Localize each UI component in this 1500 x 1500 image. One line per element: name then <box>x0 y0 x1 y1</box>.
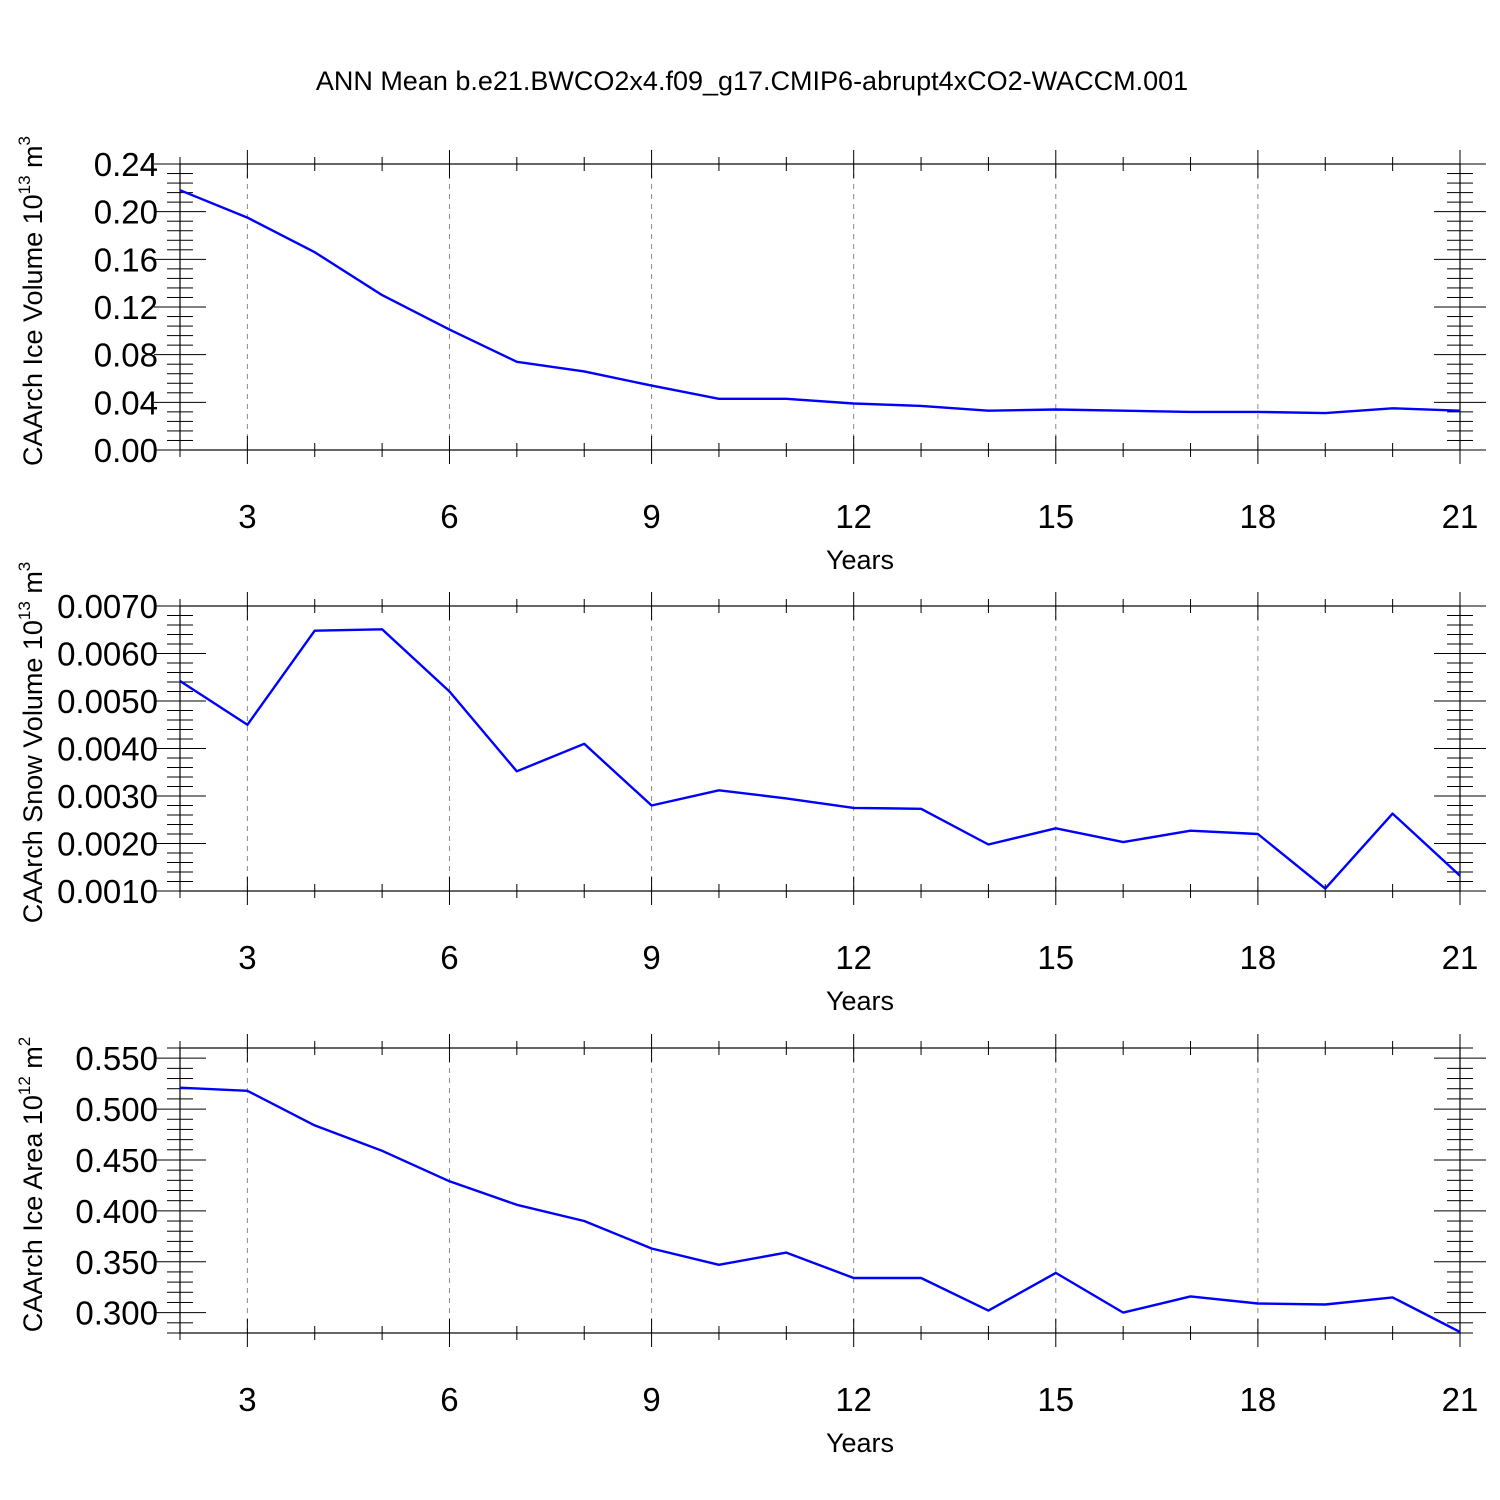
x-tick-label: 3 <box>238 498 256 535</box>
x-tick-label: 6 <box>440 1381 458 1418</box>
y-axis-label: CAArch Ice Volume 1013 m3 <box>15 136 48 466</box>
y-tick-label: 0.0020 <box>57 826 158 863</box>
y-tick-label: 0.00 <box>94 432 158 469</box>
x-tick-label: 21 <box>1442 939 1479 976</box>
x-tick-label: 6 <box>440 498 458 535</box>
series-line-snow-volume <box>179 628 1461 890</box>
y-axis-label-unit-exponent: 3 <box>15 136 34 145</box>
y-axis-label-unit-exponent: 3 <box>15 562 34 571</box>
y-tick-label: 0.0030 <box>57 778 158 815</box>
y-axis-label-unit: m <box>18 1046 48 1076</box>
x-tick-label: 12 <box>835 498 872 535</box>
x-tick-label: 3 <box>238 1381 256 1418</box>
y-axis-label: CAArch Ice Area 1012 m2 <box>15 1037 48 1333</box>
y-axis-label-exponent: 12 <box>15 1076 34 1095</box>
x-axis-label: Years <box>826 1428 894 1458</box>
y-tick-label: 0.450 <box>75 1142 158 1179</box>
x-tick-label: 21 <box>1442 1381 1479 1418</box>
y-tick-label: 0.0010 <box>57 873 158 910</box>
y-tick-label: 0.0070 <box>57 588 158 625</box>
panel-ice-area: 3 6 9 12 15 18 21 0.300 0.350 0.400 0.450 0.500 0.55… <box>15 1034 1486 1458</box>
y-axis-label-exponent: 13 <box>15 601 34 620</box>
y-tick-label: 0.300 <box>75 1295 158 1332</box>
y-tick-label: 0.04 <box>94 384 158 421</box>
y-tick-label: 0.0060 <box>57 636 158 673</box>
y-tick-label: 0.16 <box>94 241 158 278</box>
x-axis-label: Years <box>826 986 894 1016</box>
panel-ice-volume: 3 6 9 12 15 18 21 0.00 0.04 0.08 0.12 0.16 0.20 0.24 Y… <box>15 136 1486 575</box>
y-axis-label-unit: m <box>18 145 48 175</box>
y-axis-label-prefix: CAArch Ice Area 10 <box>18 1095 48 1332</box>
x-tick-label: 9 <box>642 939 660 976</box>
panel-snow-volume: 3 6 9 12 15 18 21 0.0010 0.0020 0.0030 0.0040 0.005… <box>15 562 1486 1016</box>
plot-frame <box>179 163 1461 451</box>
plot-frame <box>179 605 1461 892</box>
x-tick-label: 9 <box>642 498 660 535</box>
series-line-ice-volume <box>179 189 1461 415</box>
y-tick-label: 0.24 <box>94 146 158 183</box>
y-axis-label-exponent: 13 <box>15 175 34 194</box>
x-tick-label: 3 <box>238 939 256 976</box>
y-tick-label: 0.550 <box>75 1040 158 1077</box>
x-tick-label: 18 <box>1240 1381 1277 1418</box>
y-tick-label: 0.400 <box>75 1193 158 1230</box>
y-axis-label-prefix: CAArch Ice Volume 10 <box>18 194 48 466</box>
x-tick-label: 12 <box>835 1381 872 1418</box>
x-tick-label: 6 <box>440 939 458 976</box>
y-axis-label: CAArch Snow Volume 1013 m3 <box>15 562 48 924</box>
y-axis-label-unit-exponent: 2 <box>15 1037 34 1046</box>
x-tick-label: 18 <box>1240 498 1277 535</box>
series-line-ice-area <box>179 1086 1461 1334</box>
y-tick-label: 0.350 <box>75 1244 158 1281</box>
y-tick-label: 0.08 <box>94 337 158 374</box>
x-tick-label: 18 <box>1240 939 1277 976</box>
x-tick-label: 12 <box>835 939 872 976</box>
y-tick-label: 0.12 <box>94 289 158 326</box>
chart-title: ANN Mean b.e21.BWCO2x4.f09_g17.CMIP6-abr… <box>316 66 1188 96</box>
x-tick-label: 15 <box>1037 939 1074 976</box>
y-tick-label: 0.500 <box>75 1091 158 1128</box>
x-tick-label: 9 <box>642 1381 660 1418</box>
y-axis-label-prefix: CAArch Snow Volume 10 <box>18 620 48 923</box>
y-tick-label: 0.0040 <box>57 731 158 768</box>
x-tick-label: 15 <box>1037 498 1074 535</box>
plot-frame <box>179 1047 1461 1334</box>
y-tick-label: 0.20 <box>94 194 158 231</box>
x-tick-label: 15 <box>1037 1381 1074 1418</box>
y-tick-label: 0.0050 <box>57 683 158 720</box>
y-axis-label-unit: m <box>18 571 48 601</box>
x-tick-label: 21 <box>1442 498 1479 535</box>
x-axis-label: Years <box>826 545 894 575</box>
chart-panels: 3 6 9 12 15 18 21 0.00 0.04 0.08 0.12 0.16 0.20 0.24 Y… <box>15 136 1486 1458</box>
